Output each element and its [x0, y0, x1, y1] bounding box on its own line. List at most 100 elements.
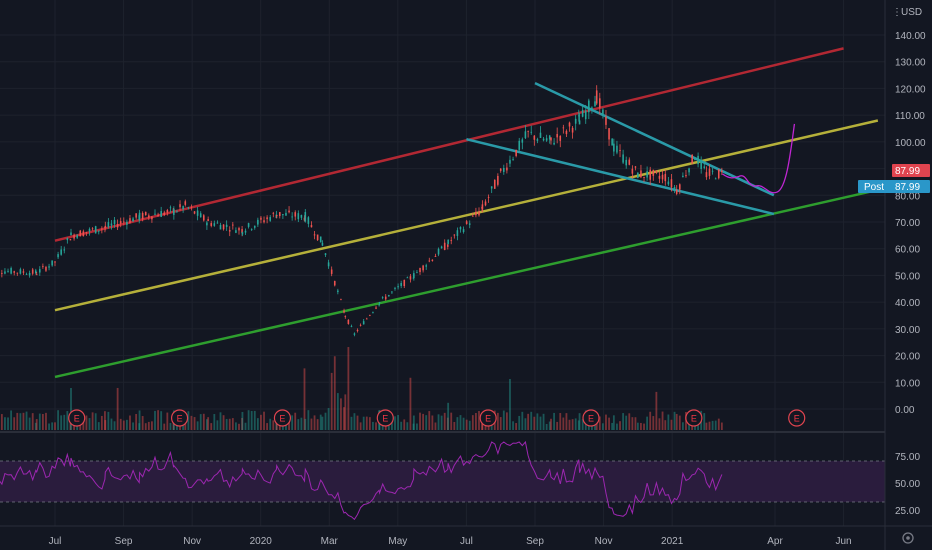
candle-body	[499, 168, 502, 171]
volume-bar	[129, 415, 131, 430]
candle-body	[119, 221, 122, 224]
volume-bar	[509, 379, 511, 430]
time-axis[interactable]: Jul Sep Nov 2020 Mar May Jul Sep Nov 2021 Apr Jun	[49, 536, 852, 547]
candle-body	[711, 170, 714, 172]
volume-bar	[141, 416, 144, 430]
volume-bar	[4, 417, 6, 430]
svg-text:E: E	[691, 414, 697, 424]
volume-bar	[187, 411, 190, 430]
volume-bar	[512, 421, 514, 430]
time-tick-label: Nov	[595, 536, 613, 547]
post-label: Post	[864, 182, 884, 193]
wedge-bottom-trendline[interactable]	[466, 137, 775, 216]
candle-body	[104, 225, 107, 228]
wedge-top-trendline[interactable]	[534, 81, 775, 197]
candle-body	[63, 249, 66, 251]
volume-bar	[119, 418, 122, 430]
candle-body	[42, 266, 44, 267]
earnings-marker[interactable]: E	[273, 409, 292, 427]
price-axis-area[interactable]	[885, 0, 932, 550]
volume-bar	[688, 422, 690, 430]
volume-bar	[34, 422, 37, 430]
volume-bar	[135, 413, 138, 430]
candle-body	[184, 201, 187, 205]
candle-body	[39, 269, 41, 273]
candle-body	[481, 204, 484, 210]
volume-bar	[319, 414, 322, 430]
candle-body	[279, 212, 281, 217]
last-price-text: 87.99	[895, 166, 920, 177]
currency-menu-icon[interactable]: ⋮	[892, 7, 902, 18]
trendlines[interactable]	[54, 47, 879, 379]
volume-bar	[28, 417, 31, 430]
candle-body	[344, 316, 347, 317]
volume-bar	[91, 412, 94, 430]
price-tick-label: 30.00	[895, 325, 920, 336]
candle-body	[57, 254, 59, 258]
candle-body	[705, 172, 708, 178]
candle-body	[539, 132, 542, 138]
candle-body	[459, 227, 462, 230]
earnings-marker[interactable]: E	[788, 409, 806, 427]
mid-channel-trendline[interactable]	[54, 119, 879, 312]
candle-body	[76, 235, 78, 238]
upper-channel-trendline[interactable]	[54, 47, 844, 242]
candle-body	[568, 122, 571, 127]
candle-body	[545, 138, 548, 141]
earnings-marker[interactable]: E	[376, 409, 394, 427]
volume-bar	[31, 413, 34, 430]
price-tick-label: 70.00	[895, 218, 920, 229]
volume-bar	[51, 422, 54, 430]
candle-body	[527, 130, 529, 132]
volume-bar	[475, 412, 477, 430]
price-tick-label: 100.00	[895, 138, 926, 149]
candle-body	[113, 219, 116, 225]
candle-body	[456, 230, 459, 236]
candle-body	[515, 149, 517, 156]
price-tick-label: 20.00	[895, 352, 920, 363]
projection-path[interactable]	[722, 123, 796, 194]
volume-bar	[400, 421, 403, 430]
earnings-marker[interactable]: E	[170, 409, 189, 427]
earnings-marker[interactable]: E	[479, 409, 497, 427]
volume-bar	[524, 418, 527, 430]
earnings-marker[interactable]: E	[685, 409, 703, 427]
volume-bar	[655, 391, 658, 430]
candle-body	[138, 212, 141, 219]
candle-body	[144, 211, 147, 216]
candle-body	[285, 212, 287, 216]
rsi-line	[0, 440, 723, 521]
earnings-marker[interactable]: E	[582, 409, 600, 427]
volume-bar	[559, 412, 562, 430]
candle-body	[658, 175, 661, 179]
volume-bar	[368, 417, 371, 430]
lower-channel-trendline[interactable]	[54, 188, 879, 379]
volume-bar	[456, 417, 459, 430]
volume-bar	[720, 422, 723, 430]
volume-bar	[465, 419, 468, 430]
candle-body	[550, 137, 552, 141]
volume-bar	[138, 410, 141, 430]
candle-body	[548, 135, 551, 140]
candle-body	[422, 265, 424, 271]
earnings-marker[interactable]: E	[68, 409, 86, 427]
svg-text:E: E	[382, 414, 388, 424]
candle-body	[238, 228, 240, 231]
volume-bar	[425, 415, 428, 430]
candle-body	[434, 256, 437, 257]
last-price-tag	[892, 164, 930, 177]
volume-bar	[238, 423, 240, 430]
volume-bar	[678, 415, 681, 430]
volume-bar	[38, 413, 41, 430]
settings-gear-icon[interactable]	[902, 532, 914, 544]
candle-body	[97, 230, 100, 232]
candle-body	[327, 262, 330, 267]
candle-body	[518, 140, 521, 150]
rsi-tick-label: 50.00	[895, 479, 920, 490]
candle-body	[340, 299, 342, 301]
candle-body	[688, 168, 690, 173]
candle-body	[591, 107, 593, 110]
volume-bar	[260, 414, 262, 430]
